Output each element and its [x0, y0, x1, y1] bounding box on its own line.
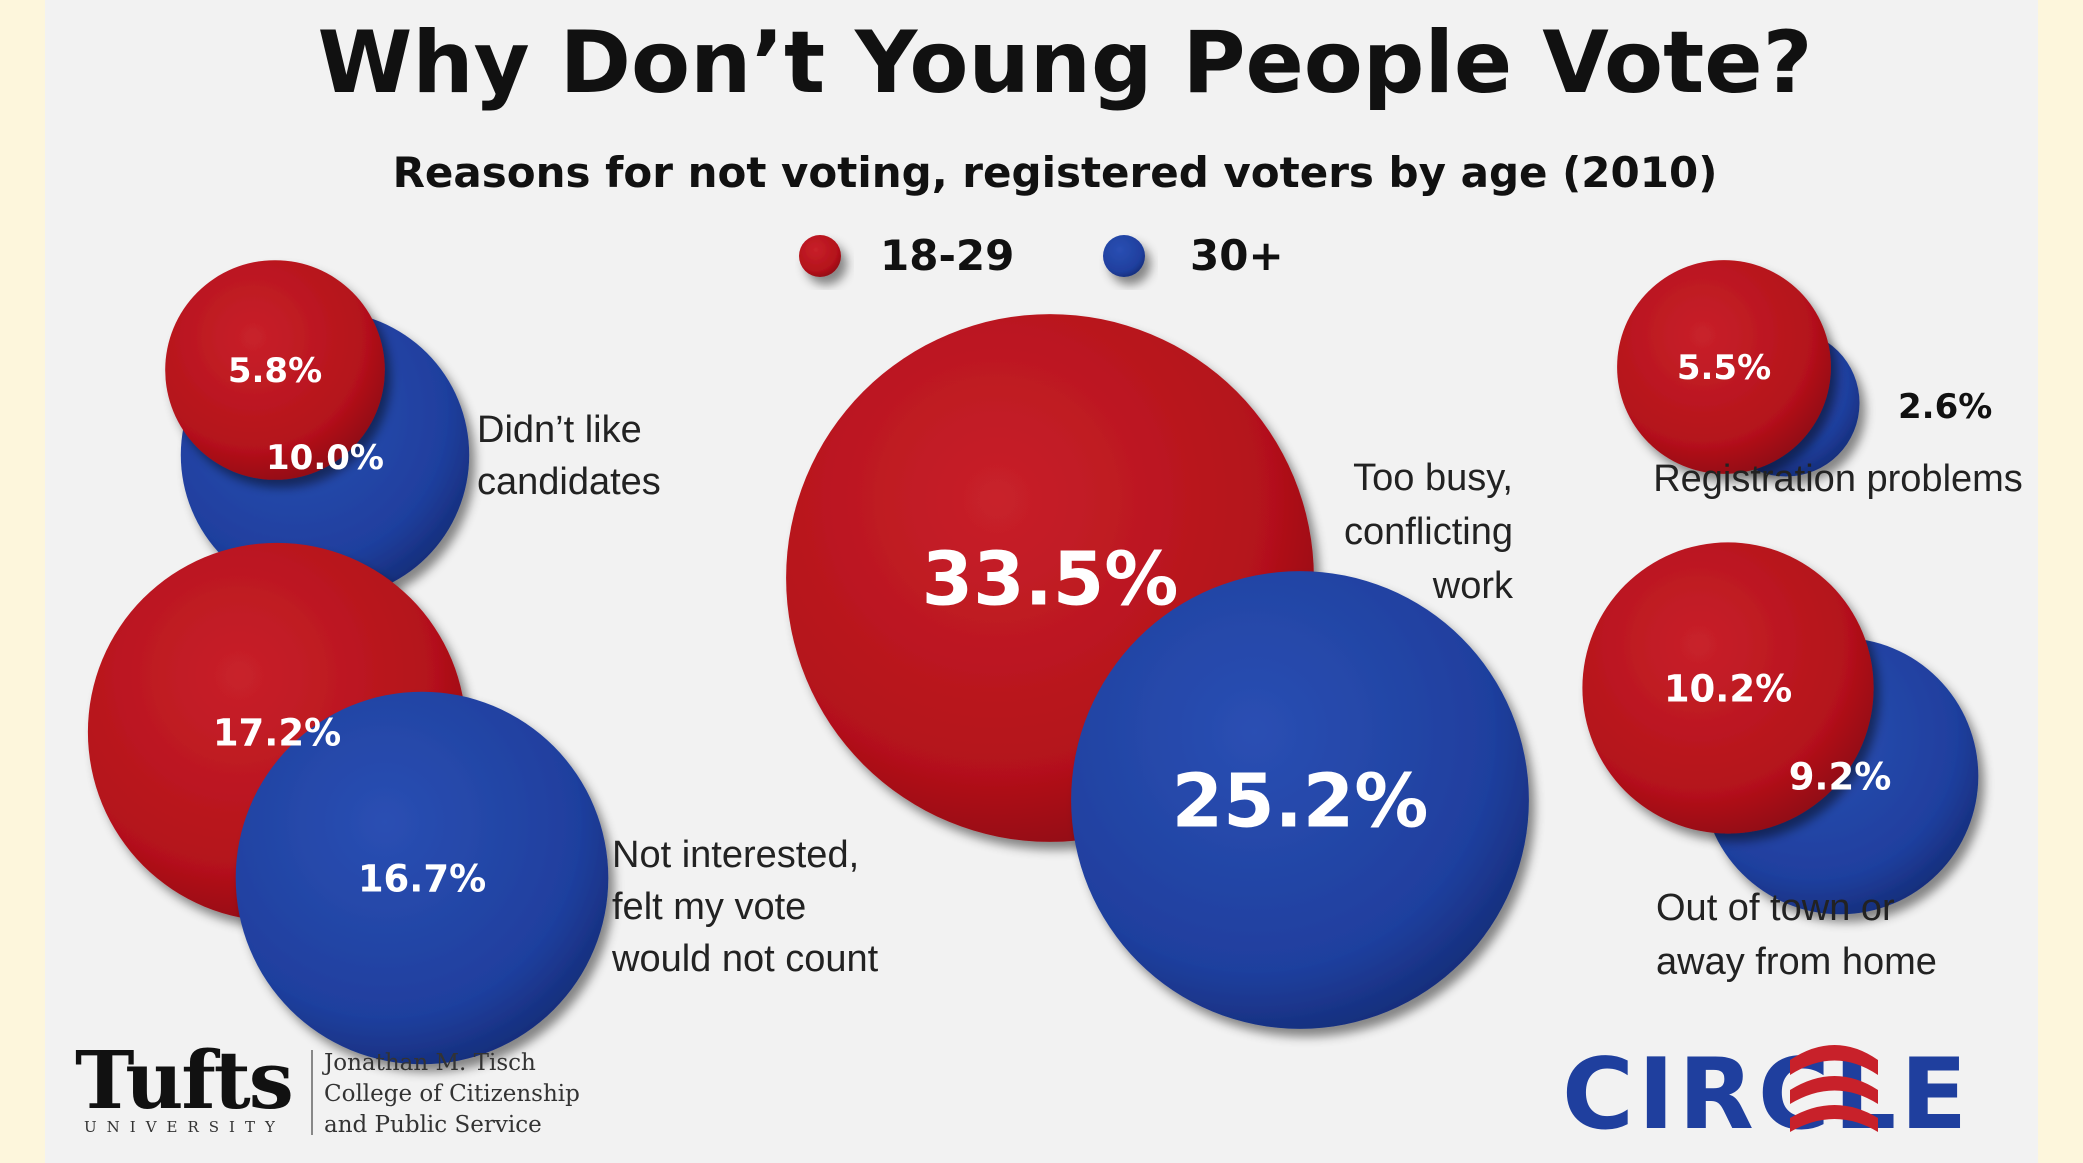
- chart-subtitle: Reasons for not voting, registered voter…: [393, 148, 1718, 197]
- category-label-line: would not count: [611, 938, 879, 980]
- category-label-line: felt my vote: [612, 886, 806, 928]
- legend-marker-18-29: [799, 235, 841, 277]
- bubble-18-29-0: [165, 260, 385, 480]
- legend: 18-29 30+: [799, 231, 1284, 280]
- circle-logo: CIRCLE: [1562, 1038, 1971, 1152]
- value-label-18-29-4: 10.2%: [1664, 667, 1792, 710]
- legend-marker-30plus: [1103, 235, 1145, 277]
- value-label-30plus-3: 2.6%: [1898, 387, 1992, 427]
- value-label-18-29-2: 33.5%: [922, 537, 1179, 623]
- legend-label-30plus: 30+: [1190, 231, 1284, 280]
- value-label-18-29-3: 5.5%: [1677, 348, 1771, 388]
- bubble-30plus-2: [1071, 571, 1529, 1029]
- bubble-30plus-1: [235, 691, 609, 1065]
- value-label-30plus-1: 16.7%: [358, 857, 486, 900]
- college-line-1: Jonathan M. Tisch: [322, 1050, 536, 1076]
- category-label-line: Out of town or: [1656, 887, 1895, 929]
- bubbles: 5.8% 10.0% Didn’t like candidates 17.2% 16.7%…: [87, 260, 2023, 1065]
- flag-swoosh-icon: [1790, 1045, 1878, 1132]
- value-label-18-29-1: 17.2%: [213, 711, 341, 754]
- bubble-group-1: 17.2% 16.7% Not interested, felt my vote wou…: [87, 542, 879, 1065]
- bubble-group-3: 5.5% 2.6% Registration problems: [1617, 260, 2023, 500]
- tufts-name: Tufts: [75, 1033, 292, 1127]
- value-label-30plus-0: 10.0%: [266, 438, 384, 478]
- college-line-2: College of Citizenship: [324, 1081, 580, 1107]
- college-line-3: and Public Service: [324, 1112, 542, 1138]
- category-label-3: Registration problems: [1653, 458, 2023, 500]
- tufts-sub: UNIVERSITY: [84, 1118, 285, 1136]
- value-label-30plus-2: 25.2%: [1172, 759, 1429, 845]
- value-label-18-29-0: 5.8%: [228, 351, 322, 391]
- category-label-line: Didn’t like: [477, 409, 642, 451]
- bubble-group-2: 33.5% 25.2% Too busy, conflicting work: [786, 314, 1529, 1029]
- category-label-line: candidates: [477, 461, 661, 503]
- category-label-line: away from home: [1656, 941, 1937, 983]
- category-label-2: Too busy, conflicting work: [1344, 457, 1514, 607]
- category-label-line: conflicting: [1344, 511, 1513, 553]
- bubble-18-29-4: [1582, 542, 1874, 834]
- category-label-line: work: [1432, 565, 1514, 607]
- tufts-logo: Tufts UNIVERSITY Jonathan M. Tisch Colle…: [75, 1033, 580, 1138]
- circle-logo-text: CIRCLE: [1562, 1038, 1971, 1152]
- chart-title: Why Don’t Young People Vote?: [318, 13, 1813, 113]
- legend-label-18-29: 18-29: [880, 231, 1014, 280]
- category-label-0: Didn’t like candidates: [477, 409, 661, 503]
- bubble-group-0: 5.8% 10.0% Didn’t like candidates: [165, 260, 661, 600]
- bubble-18-29-3: [1617, 260, 1831, 474]
- category-label-line: Registration problems: [1653, 458, 2023, 500]
- category-label-4: Out of town or away from home: [1656, 887, 1937, 983]
- category-label-line: Too busy,: [1353, 457, 1513, 499]
- category-label-1: Not interested, felt my vote would not cou…: [611, 834, 879, 980]
- bubble-group-4: 10.2% 9.2% Out of town or away from home: [1582, 542, 1979, 983]
- value-label-30plus-4: 9.2%: [1789, 755, 1892, 798]
- category-label-line: Not interested,: [612, 834, 859, 876]
